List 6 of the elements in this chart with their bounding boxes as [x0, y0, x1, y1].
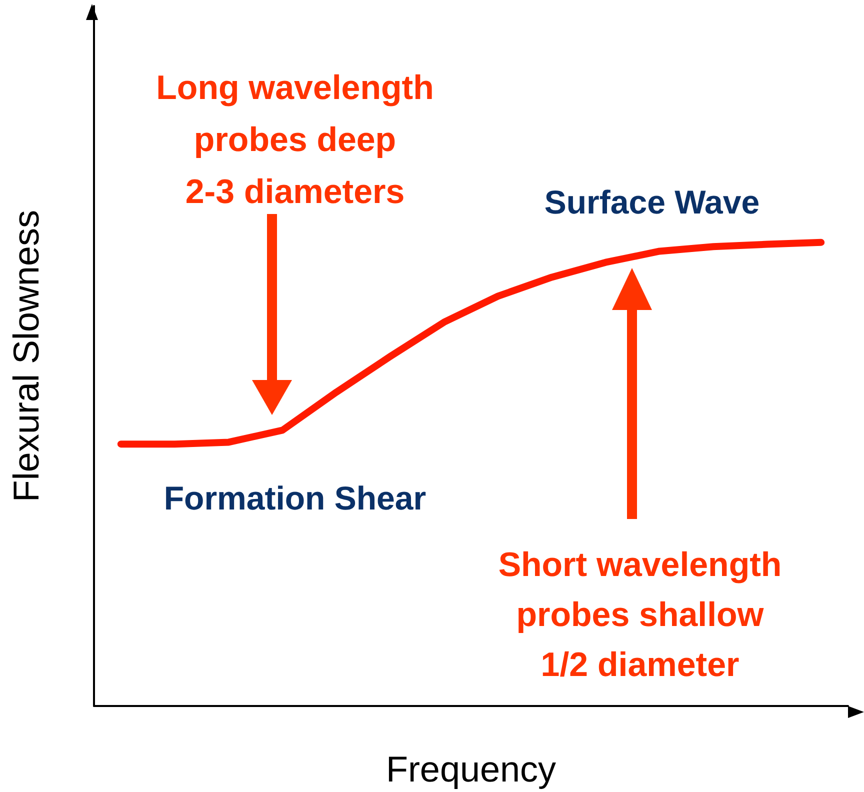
annotation: Formation Shear [164, 480, 426, 516]
annotation: Short wavelength probes shallow 1/2 diameter [498, 546, 782, 684]
text: Surface Wave [544, 184, 760, 220]
x-axis-title: Frequency [386, 748, 556, 790]
text: Long wavelength probes deep 2-3 diameters [156, 69, 434, 211]
y-axis-title: Flexural Slowness [6, 210, 46, 502]
